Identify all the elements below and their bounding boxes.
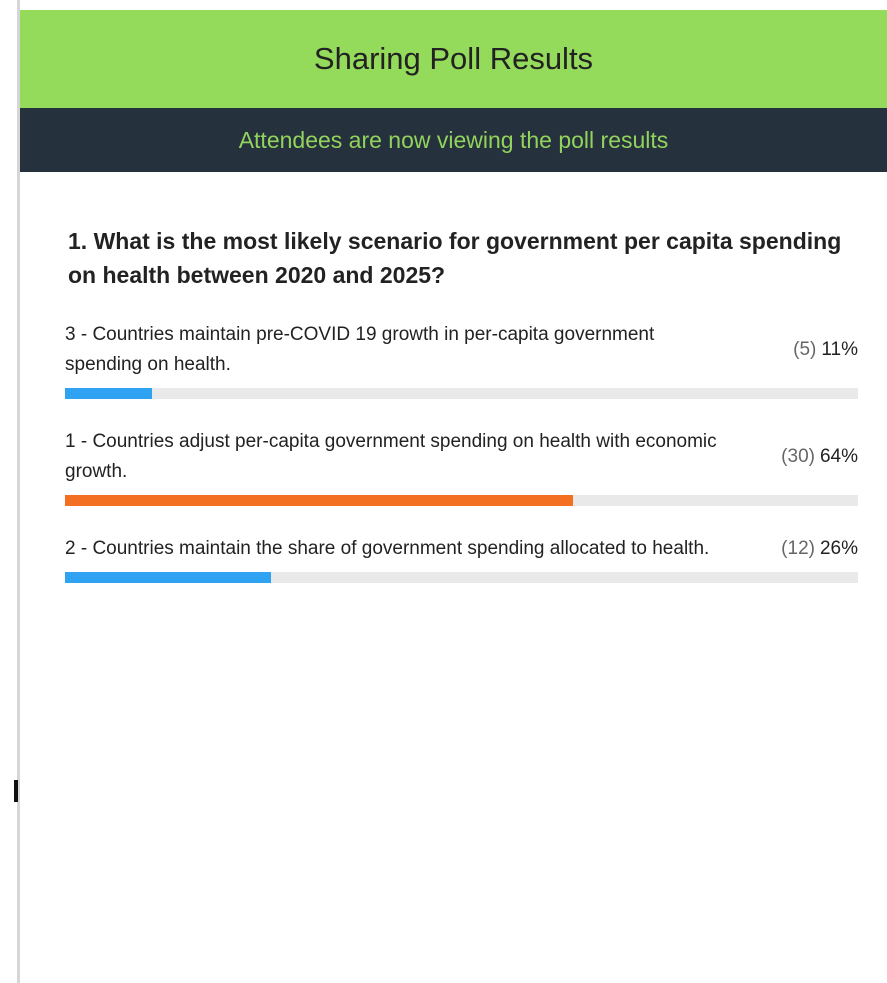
- status-text: Attendees are now viewing the poll resul…: [238, 126, 669, 153]
- question: 1. What is the most likely scenario for …: [68, 228, 842, 288]
- vote-count: (30): [781, 446, 815, 467]
- option-text: 2 - Countries maintain the share of gove…: [65, 538, 710, 559]
- bar-track: [65, 495, 858, 506]
- header-bar: Sharing Poll Results: [20, 10, 887, 108]
- option-result: (30) 64%: [781, 446, 858, 468]
- options: 3 - Countries maintain pre-COVID 19 grow…: [20, 320, 887, 583]
- vote-count: (12): [781, 538, 815, 559]
- header-title: Sharing Poll Results: [313, 41, 594, 76]
- vote-percent: 26%: [819, 538, 858, 559]
- window-edge: [17, 0, 20, 983]
- poll-panel: Sharing Poll Results Attendees are now v…: [20, 10, 887, 983]
- option-row: 2 - Countries maintain the share of gove…: [65, 534, 858, 564]
- bar-track: [65, 572, 858, 583]
- poll-option: 2 - Countries maintain the share of gove…: [65, 534, 858, 583]
- vote-percent: 64%: [819, 446, 858, 467]
- poll-option: 3 - Countries maintain pre-COVID 19 grow…: [65, 320, 858, 399]
- result-bar: [65, 495, 573, 506]
- option-text: 1 - Countries adjust per-capita governme…: [65, 431, 717, 482]
- bar-track: [65, 388, 858, 399]
- option-row: 1 - Countries adjust per-capita governme…: [65, 427, 858, 487]
- option-row: 3 - Countries maintain pre-COVID 19 grow…: [65, 320, 858, 380]
- poll-option: 1 - Countries adjust per-capita governme…: [65, 427, 858, 506]
- edge-marker: [14, 780, 18, 802]
- vote-count: (5): [793, 339, 817, 360]
- result-bar: [65, 572, 272, 583]
- option-result: (12) 26%: [781, 538, 858, 560]
- result-bar: [65, 388, 153, 399]
- status-bar: Attendees are now viewing the poll resul…: [20, 108, 887, 172]
- option-text: 3 - Countries maintain pre-COVID 19 grow…: [65, 324, 655, 375]
- option-result: (5) 11%: [793, 339, 858, 361]
- vote-percent: 11%: [821, 339, 858, 360]
